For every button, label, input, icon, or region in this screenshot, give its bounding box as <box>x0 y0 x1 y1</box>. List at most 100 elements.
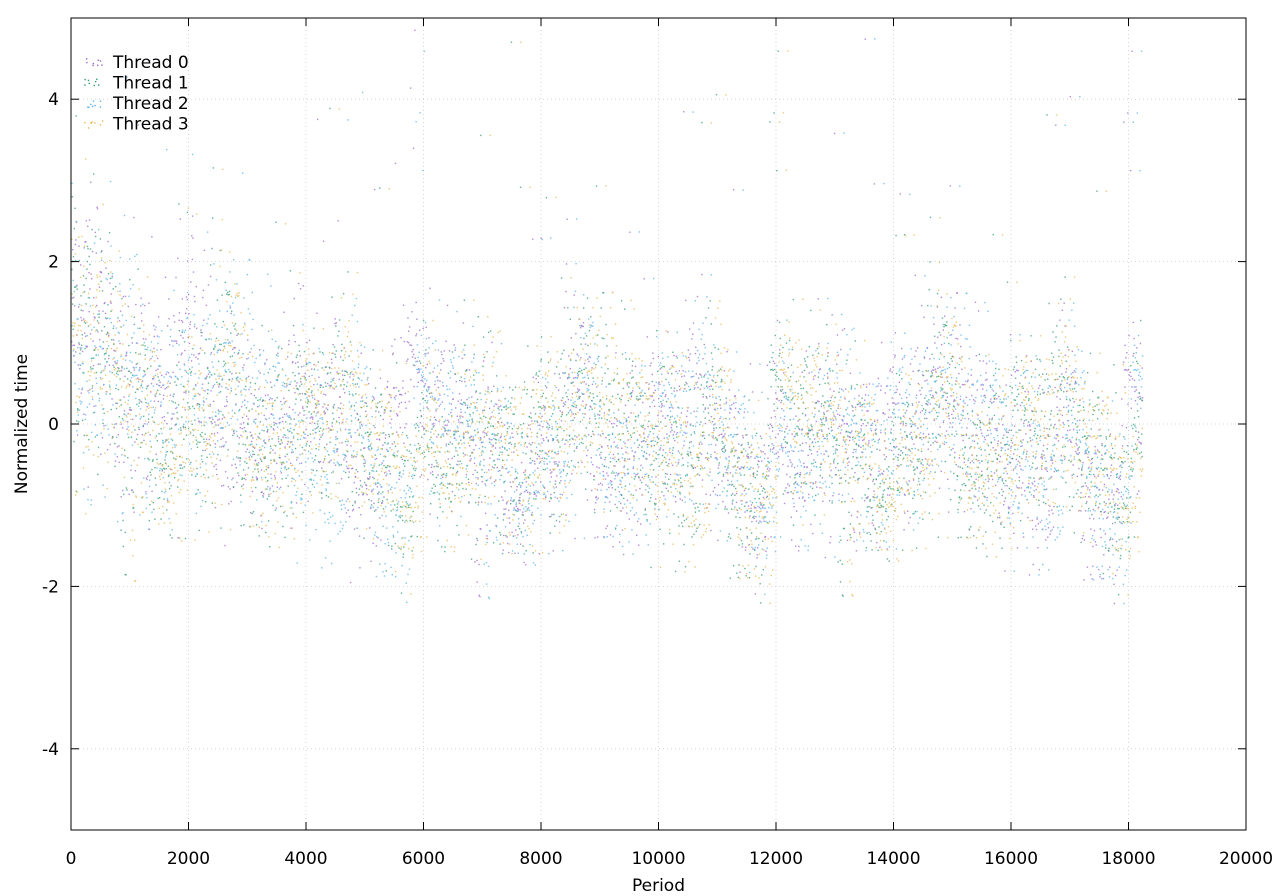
data-point <box>464 454 466 456</box>
data-point <box>848 436 850 438</box>
data-point <box>620 398 622 401</box>
data-point <box>1061 309 1064 312</box>
data-point <box>110 293 113 295</box>
data-point <box>874 440 876 443</box>
data-point <box>666 473 668 475</box>
data-point <box>397 414 399 416</box>
data-point <box>200 329 202 331</box>
data-point <box>246 462 248 465</box>
data-point <box>815 420 818 423</box>
data-point <box>1092 545 1094 548</box>
data-point <box>709 300 712 302</box>
data-point <box>853 476 855 478</box>
data-point <box>278 422 280 424</box>
data-point <box>181 298 184 300</box>
data-point <box>585 488 587 490</box>
data-point <box>250 456 253 458</box>
data-point <box>683 543 685 546</box>
data-point <box>401 515 403 517</box>
data-point <box>386 498 388 501</box>
data-point <box>620 447 623 449</box>
data-point <box>267 479 269 482</box>
data-point <box>744 511 746 513</box>
data-point <box>741 443 743 446</box>
data-point <box>557 441 560 443</box>
data-point <box>562 470 565 472</box>
data-point <box>531 442 534 444</box>
data-point <box>557 453 559 455</box>
data-point <box>125 354 128 357</box>
data-point <box>924 417 926 420</box>
data-point <box>411 351 413 353</box>
data-point <box>793 402 796 405</box>
data-point <box>680 485 682 487</box>
data-point <box>661 461 663 464</box>
data-point <box>841 388 843 391</box>
data-point <box>541 407 543 410</box>
data-point <box>416 318 418 320</box>
data-point <box>822 395 824 397</box>
data-point <box>1084 496 1087 498</box>
data-point <box>951 413 953 416</box>
data-point <box>164 276 167 278</box>
data-point <box>344 370 346 372</box>
data-point <box>909 460 912 462</box>
data-point <box>126 378 129 380</box>
data-point <box>362 455 364 458</box>
data-point <box>738 564 740 566</box>
data-point <box>1048 428 1051 430</box>
data-point <box>1126 369 1128 372</box>
data-point <box>180 334 182 337</box>
data-point <box>280 439 282 441</box>
data-point <box>889 368 892 370</box>
data-point <box>384 472 386 474</box>
data-point <box>800 449 803 452</box>
data-point <box>589 392 591 394</box>
data-point <box>405 501 408 503</box>
data-point <box>347 509 349 511</box>
data-point <box>885 456 888 458</box>
data-point <box>238 437 241 439</box>
data-point <box>920 304 923 307</box>
data-point <box>558 373 560 375</box>
data-point <box>776 169 778 172</box>
data-point <box>219 349 222 351</box>
data-point <box>582 400 584 402</box>
data-point <box>618 433 620 435</box>
data-point <box>379 401 381 403</box>
data-point <box>515 505 518 508</box>
data-point <box>529 462 531 464</box>
data-point <box>347 476 350 479</box>
data-point <box>941 317 944 319</box>
data-point <box>969 473 971 475</box>
data-point <box>837 469 840 472</box>
data-point <box>648 383 650 385</box>
data-point <box>651 380 654 383</box>
data-point <box>295 398 297 400</box>
data-point <box>448 497 450 499</box>
data-point <box>890 432 892 434</box>
data-point <box>886 548 888 550</box>
data-point <box>743 411 746 413</box>
data-point <box>548 500 551 503</box>
data-point <box>146 348 148 351</box>
data-point <box>454 373 457 375</box>
data-point <box>111 435 114 438</box>
data-point <box>1114 574 1117 577</box>
data-point <box>1005 431 1008 433</box>
data-point <box>302 285 304 287</box>
data-point <box>1047 435 1050 438</box>
data-point <box>265 468 268 471</box>
data-point <box>1044 437 1046 439</box>
data-point <box>955 337 957 340</box>
data-point <box>249 444 252 446</box>
data-point <box>724 466 726 468</box>
data-point <box>239 426 242 429</box>
data-point <box>1065 371 1067 373</box>
data-point <box>1131 378 1134 380</box>
data-point <box>418 448 420 450</box>
data-point <box>431 463 433 466</box>
data-point <box>530 396 533 398</box>
data-point <box>386 386 389 388</box>
data-point <box>207 382 210 384</box>
